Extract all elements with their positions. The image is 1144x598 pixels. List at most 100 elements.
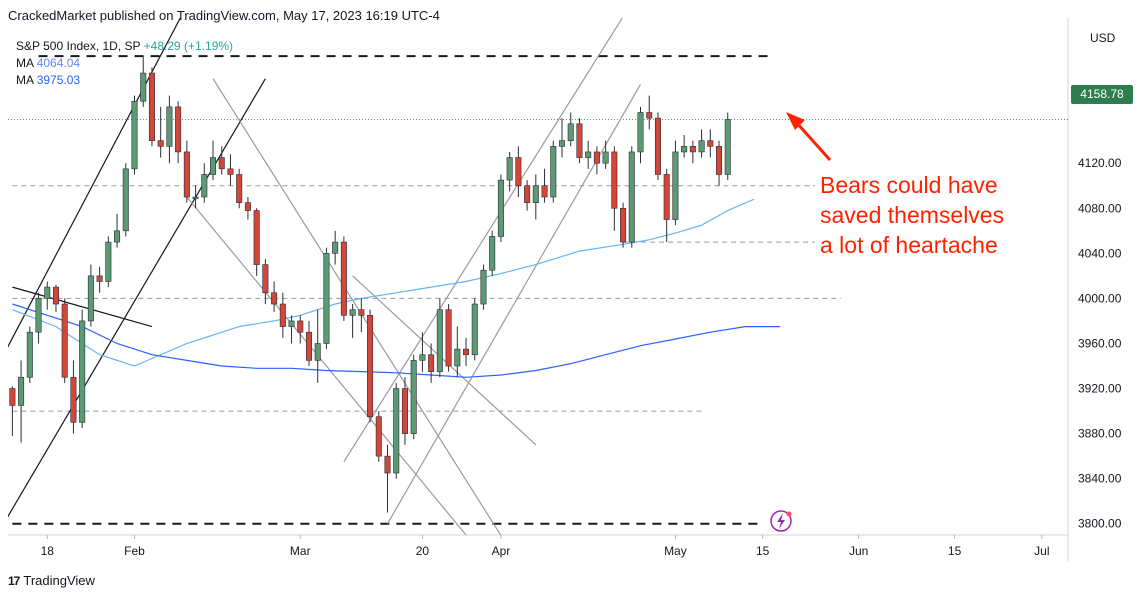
candle-up (288, 320, 295, 327)
legend-symbol-row: S&P 500 Index, 1D, SP +48.29 (+1.19%) (16, 38, 233, 55)
footer-brand: TradingView (23, 573, 95, 588)
trendline (352, 275, 537, 446)
candle-down (9, 388, 16, 406)
legend-ma2-value: 3975.03 (36, 73, 81, 87)
annotation-arrow (794, 120, 832, 162)
notification-dot-icon (786, 511, 792, 517)
y-tick-label: 3880.00 (1078, 427, 1122, 441)
trendline (12, 286, 153, 328)
lightning-icon-bolt (777, 513, 785, 529)
candle-up (672, 151, 679, 220)
candle-up (454, 348, 461, 367)
candle-down (663, 174, 670, 220)
candle-up (681, 146, 688, 153)
candle-up (87, 275, 94, 322)
y-tick-label: 4000.00 (1078, 291, 1122, 305)
ma-slow-line (12, 303, 781, 378)
legend-ma1-row: MA 4064.04 (16, 55, 233, 72)
legend-change: +48.29 (+1.19%) (143, 39, 234, 53)
candle-down (340, 241, 347, 316)
x-tick-label: 18 (41, 544, 55, 558)
candle-down (358, 309, 365, 316)
candle-down (524, 185, 531, 203)
candle-down (375, 416, 382, 457)
candle-down (445, 309, 452, 367)
candle-down (148, 72, 155, 141)
candle-down (218, 157, 225, 170)
annotation-text: Bears could have saved themselves a lot … (820, 172, 1005, 258)
candle-up (210, 157, 217, 175)
trendline (343, 18, 623, 463)
candle-down (305, 331, 312, 361)
candle-up (122, 168, 129, 232)
publish-header: CrackedMarket published on TradingView.c… (8, 8, 440, 23)
x-tick-label: Mar (290, 544, 311, 558)
candle-down (401, 388, 408, 434)
y-tick-label: 3960.00 (1078, 336, 1122, 350)
tradingview-logo-icon: 17 (8, 573, 20, 588)
candle-up (637, 112, 644, 153)
y-tick-label: 3800.00 (1078, 517, 1122, 531)
candle-down (236, 174, 243, 203)
candle-up (489, 236, 496, 271)
candle-up (585, 151, 592, 158)
candle-down (96, 275, 103, 282)
candle-down (654, 117, 661, 175)
candle-down (157, 140, 164, 147)
candle-down (463, 348, 470, 356)
y-tick-label: 4080.00 (1078, 201, 1122, 215)
candle-up (419, 354, 426, 361)
x-tick-label: May (664, 544, 687, 558)
trendline (212, 78, 502, 535)
candle-up (567, 123, 574, 141)
last-price-tag: 4158.78 (1071, 85, 1133, 104)
lightning-icon (770, 510, 792, 532)
candle-up (35, 298, 42, 333)
candle-up (628, 151, 635, 243)
x-tick-label: Jul (1034, 544, 1049, 558)
ma-fast-line (12, 198, 755, 367)
candle-up (140, 72, 147, 102)
candle-up (393, 388, 400, 474)
candle-down (707, 140, 714, 147)
annotation-arrowhead (786, 112, 805, 130)
candle-up (44, 286, 51, 299)
candle-down (183, 151, 190, 198)
candle-up (114, 230, 121, 243)
candle-down (227, 168, 234, 175)
trendline (386, 84, 642, 525)
candle-up (480, 269, 487, 305)
candle-up (506, 157, 513, 181)
footer: 17 TradingView (8, 573, 95, 588)
candle-up (314, 343, 321, 361)
candle-up (532, 185, 539, 203)
candle-down (279, 303, 286, 327)
x-tick-label: 15 (948, 544, 962, 558)
candle-up (471, 303, 478, 356)
candle-down (646, 112, 653, 119)
x-tick-label: 15 (756, 544, 770, 558)
candle-up (192, 196, 199, 199)
candle-up (497, 179, 504, 237)
legend-ma2-row: MA 3975.03 (16, 72, 233, 89)
chart-legend: S&P 500 Index, 1D, SP +48.29 (+1.19%) MA… (16, 38, 233, 89)
candle-down (689, 146, 696, 153)
candle-down (61, 303, 68, 378)
trendline (8, 18, 181, 348)
currency-label: USD (1090, 31, 1116, 45)
candle-up (201, 174, 208, 198)
candle-up (724, 119, 731, 175)
candle-up (18, 376, 25, 406)
candle-down (593, 151, 600, 164)
candle-up (166, 106, 173, 147)
candle-down (716, 146, 723, 175)
candle-down (297, 320, 304, 333)
legend-symbol: S&P 500 Index, 1D, SP (16, 39, 141, 53)
candle-up (550, 146, 557, 198)
candle-down (271, 292, 278, 305)
candle-up (105, 241, 112, 282)
candle-down (541, 185, 548, 198)
candle-up (332, 241, 339, 254)
candle-up (602, 151, 609, 164)
